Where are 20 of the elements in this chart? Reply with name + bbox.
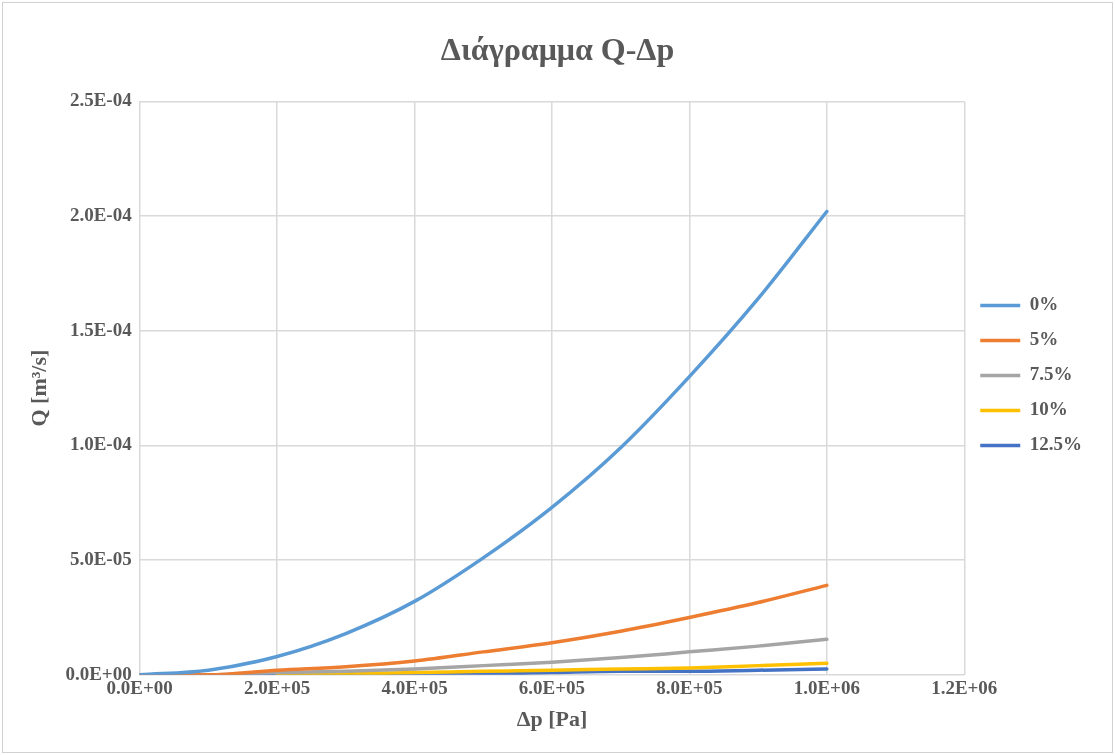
- legend-label: 10%: [1029, 398, 1068, 420]
- x-tick-label: 4.0E+05: [381, 677, 448, 699]
- y-tick-label: 2.5E-04: [69, 89, 133, 111]
- legend-label: 7.5%: [1029, 363, 1073, 385]
- legend-label: 0%: [1029, 293, 1059, 315]
- x-axis-title: Δp [Pa]: [516, 706, 588, 732]
- x-tick-label: 1.2E+06: [931, 677, 998, 699]
- y-tick-label: 1.5E-04: [69, 318, 133, 340]
- legend-label: 5%: [1029, 328, 1059, 350]
- x-tick-label: 6.0E+05: [518, 677, 586, 699]
- y-tick-label: 1.0E-04: [69, 433, 133, 455]
- legend-label: 12.5%: [1029, 433, 1082, 455]
- line-series: [139, 209, 829, 675]
- x-tick-label: 2.0E+05: [243, 677, 311, 699]
- chart-title: Διάγραμμα Q-Δp: [440, 31, 675, 68]
- y-tick-label: 5.0E-05: [69, 548, 132, 570]
- x-tick-label: 1.0E+06: [793, 677, 860, 699]
- y-axis-title: Q [m³/s]: [25, 349, 51, 427]
- y-tick-label: 2.0E-04: [69, 203, 133, 225]
- x-tick-label: 8.0E+05: [656, 677, 723, 699]
